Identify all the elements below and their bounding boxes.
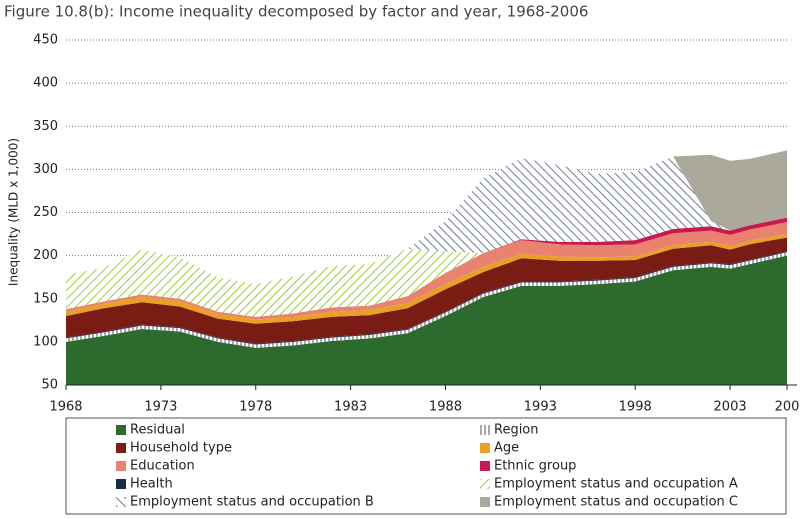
area <box>66 156 787 285</box>
y-tick-label: 50 <box>41 378 58 393</box>
area <box>66 255 787 385</box>
y-tick-label: 450 <box>33 33 58 48</box>
legend-swatch <box>480 443 490 453</box>
y-tick-label: 200 <box>33 248 58 263</box>
legend-swatch <box>116 425 126 435</box>
legend-swatch <box>480 461 490 471</box>
legend-swatch <box>480 479 490 489</box>
legend-label: Age <box>494 441 519 456</box>
y-axis-label: Inequality (MLD x 1,000) <box>7 138 21 286</box>
area <box>66 217 787 317</box>
legend-label: Education <box>130 459 195 474</box>
legend-label: Ethnic group <box>494 459 576 474</box>
legend-label: Employment status and occupation A <box>494 477 738 492</box>
legend-label: Household type <box>130 441 232 456</box>
area <box>66 217 787 317</box>
area <box>66 234 787 324</box>
y-tick-label: 100 <box>33 334 58 349</box>
y-tick-label: 250 <box>33 205 58 220</box>
legend-label: Health <box>130 477 173 492</box>
legend-swatch <box>116 443 126 453</box>
legend-swatch <box>116 479 126 489</box>
x-tick-label: 1993 <box>524 400 557 415</box>
legend-label: Employment status and occupation C <box>494 495 738 510</box>
legend-label: Employment status and occupation B <box>130 495 374 510</box>
legend-swatch <box>480 425 490 435</box>
x-tick-label: 2003 <box>714 400 747 415</box>
y-tick-label: 300 <box>33 162 58 177</box>
legend-swatch <box>116 461 126 471</box>
x-tick-label: 1983 <box>334 400 367 415</box>
x-tick-label: 1978 <box>239 400 272 415</box>
area <box>66 237 787 344</box>
x-tick-label: 1968 <box>49 400 82 415</box>
legend-label: Residual <box>130 423 185 438</box>
y-tick-label: 150 <box>33 291 58 306</box>
x-tick-label: 1988 <box>429 400 462 415</box>
legend-swatch <box>116 497 126 507</box>
x-tick-label: 1973 <box>144 400 177 415</box>
x-tick-label: 1998 <box>619 400 652 415</box>
area <box>66 150 787 285</box>
chart-title: Figure 10.8(b): Income inequality decomp… <box>4 3 588 21</box>
area <box>66 221 787 320</box>
legend-box <box>65 417 787 515</box>
legend-label: Region <box>494 423 539 438</box>
x-tick-label: 200 <box>775 400 800 415</box>
y-tick-label: 350 <box>33 119 58 134</box>
legend-swatch <box>480 497 490 507</box>
y-tick-label: 400 <box>33 76 58 91</box>
